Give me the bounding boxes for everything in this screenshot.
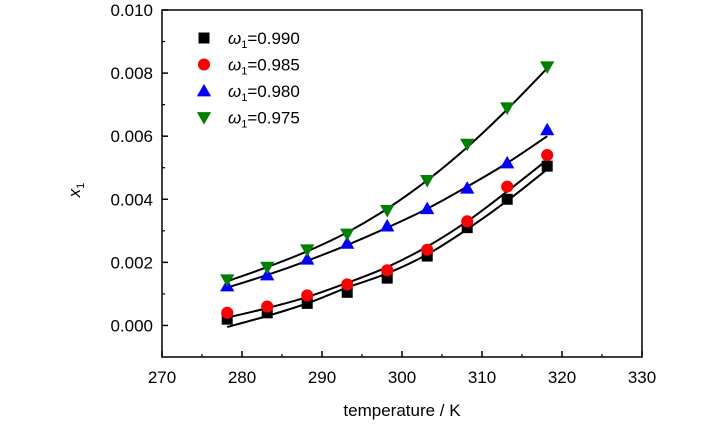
legend-symbol: ω <box>228 82 241 101</box>
legend-marker-2 <box>196 83 212 97</box>
data-point-s1-7 <box>501 180 514 193</box>
y-axis-title-symbol: x <box>65 188 84 198</box>
legend-marker-3 <box>196 112 212 125</box>
legend-value: =0.975 <box>247 109 299 128</box>
data-point-s3-7 <box>500 102 515 115</box>
data-point-s0-1 <box>261 307 273 319</box>
fit-curves <box>226 67 548 328</box>
legend-label-1: ω1=0.985 <box>228 56 300 78</box>
data-point-s0-2 <box>301 297 313 309</box>
data-point-s1-4 <box>381 264 394 277</box>
fit-curve-0 <box>226 168 548 328</box>
data-point-s0-0 <box>221 313 233 325</box>
legend-subscript: 1 <box>241 92 247 104</box>
data-point-s0-4 <box>381 272 393 284</box>
y-tick-label-4: 0.008 <box>110 64 153 83</box>
legend-symbol: ω <box>228 29 241 48</box>
data-point-s0-8 <box>541 160 553 172</box>
y-tick-label-0: 0.000 <box>110 316 153 335</box>
data-point-s2-3 <box>340 236 355 249</box>
legend-value: =0.990 <box>247 29 299 48</box>
data-point-s3-4 <box>380 204 395 218</box>
legend-value: =0.980 <box>247 82 299 101</box>
y-tick-label-2: 0.004 <box>110 190 153 209</box>
y-tick-label-3: 0.006 <box>110 127 153 146</box>
x-axis-title: temperature / K <box>343 401 461 420</box>
x-tick-label-2: 290 <box>308 368 336 387</box>
fit-curve-1 <box>226 159 548 319</box>
data-point-s1-1 <box>261 300 274 313</box>
data-point-s0-7 <box>501 193 513 205</box>
data-point-s2-2 <box>300 252 315 265</box>
legend-value: =0.985 <box>247 56 299 75</box>
data-point-s2-7 <box>500 155 515 169</box>
data-point-s2-4 <box>380 218 395 232</box>
legend-symbol: ω <box>228 56 241 75</box>
legend-label-0: ω1=0.990 <box>228 29 300 51</box>
x-tick-label-1: 280 <box>228 368 256 387</box>
y-tick-label-5: 0.010 <box>110 1 153 20</box>
data-points <box>220 61 555 325</box>
data-point-s1-5 <box>421 243 434 256</box>
data-point-s0-6 <box>461 222 473 234</box>
data-point-s2-6 <box>460 181 475 194</box>
y-tick-label-1: 0.002 <box>110 253 153 272</box>
x-tick-label-5: 320 <box>548 368 576 387</box>
legend-subscript: 1 <box>241 39 247 51</box>
legend-subscript: 1 <box>241 119 247 131</box>
y-axis-title: x1 <box>65 183 87 199</box>
legend-label-2: ω1=0.980 <box>228 82 300 104</box>
x-tick-label-3: 300 <box>388 368 416 387</box>
data-point-s3-6 <box>460 138 475 152</box>
legend-symbol: ω <box>228 109 241 128</box>
x-tick-label-6: 330 <box>628 368 656 387</box>
data-point-s0-3 <box>341 286 353 298</box>
data-point-s3-3 <box>340 228 355 242</box>
data-point-s2-8 <box>540 122 555 136</box>
data-point-s0-5 <box>421 250 433 262</box>
legend-marker-0 <box>198 32 210 44</box>
data-point-s3-1 <box>260 261 275 275</box>
axes: 270 280 290 300 310 320 330 0.000 0.002 0.004 0.00… <box>65 1 656 420</box>
data-point-s3-0 <box>220 274 235 287</box>
x-tick-label-0: 270 <box>148 368 176 387</box>
y-axis-title-subscript: 1 <box>75 183 87 189</box>
data-point-s1-2 <box>301 289 314 302</box>
data-point-s2-5 <box>420 201 435 215</box>
data-point-s3-8 <box>540 61 555 74</box>
data-point-s1-6 <box>461 215 474 228</box>
legend-subscript: 1 <box>241 66 247 78</box>
data-point-s1-3 <box>341 278 354 291</box>
legend-label-3: ω1=0.975 <box>228 109 300 131</box>
data-point-s3-5 <box>420 174 435 188</box>
data-point-s3-2 <box>300 244 315 257</box>
data-point-s1-0 <box>221 306 234 319</box>
x-tick-label-4: 310 <box>468 368 496 387</box>
data-point-s1-8 <box>541 149 554 162</box>
legend-marker-1 <box>197 58 211 71</box>
